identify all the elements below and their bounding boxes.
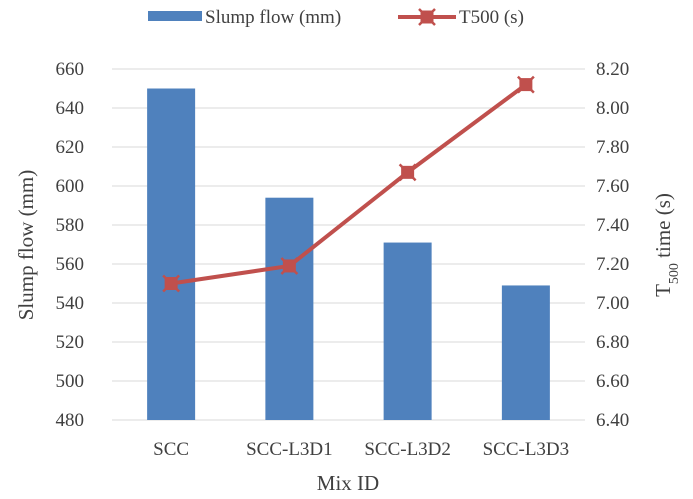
y2-axis-title: T500 time (s) xyxy=(651,193,682,297)
line-series-t500 xyxy=(162,75,535,293)
point-marker xyxy=(162,274,181,293)
bar xyxy=(147,88,196,420)
y-tick-label: 560 xyxy=(56,254,85,275)
legend-label-slump-flow: Slump flow (mm) xyxy=(205,7,341,28)
x-tick-label: SCC-L3D3 xyxy=(483,439,570,460)
left-axis-ticks: 480 500 520 540 560 580 600 620 640 660 xyxy=(56,59,85,431)
bar-series-slump-flow xyxy=(147,88,550,420)
y2-tick-label: 6.80 xyxy=(596,332,629,353)
right-axis-ticks: 6.40 6.60 6.80 7.00 7.20 7.40 7.60 7.80 8.00 8.20 xyxy=(596,59,629,431)
y-tick-label: 640 xyxy=(56,98,85,119)
x-tick-label: SCC-L3D2 xyxy=(364,439,451,460)
y-tick-label: 620 xyxy=(56,137,85,158)
y-tick-label: 540 xyxy=(56,293,85,314)
y2-tick-label: 7.40 xyxy=(596,215,629,236)
x-axis-ticks: SCC SCC-L3D1 SCC-L3D2 SCC-L3D3 xyxy=(153,439,569,460)
point-marker xyxy=(516,75,535,94)
x-tick-label: SCC xyxy=(153,439,189,460)
legend-point-marker xyxy=(418,8,436,26)
point-marker xyxy=(280,257,299,275)
bar xyxy=(501,285,550,420)
y2-tick-label: 8.00 xyxy=(596,98,629,119)
bar xyxy=(383,242,432,420)
y2-tick-label: 7.20 xyxy=(596,254,629,275)
y-tick-label: 520 xyxy=(56,332,85,353)
y2-tick-label: 6.40 xyxy=(596,410,629,431)
y2-tick-label: 6.60 xyxy=(596,371,629,392)
legend-swatch-slump-flow xyxy=(148,11,202,21)
legend-marker-t500 xyxy=(418,8,436,26)
y2-tick-label: 7.80 xyxy=(596,137,629,158)
legend: Slump flow (mm) T500 (s) xyxy=(148,7,524,28)
y2-tick-label: 8.20 xyxy=(596,59,629,80)
y-tick-label: 500 xyxy=(56,371,85,392)
y-tick-label: 660 xyxy=(56,59,85,80)
y-axis-title: Slump flow (mm) xyxy=(14,170,38,321)
point-marker xyxy=(398,163,417,182)
x-axis-title: Mix ID xyxy=(317,471,379,495)
y-tick-label: 580 xyxy=(56,215,85,236)
legend-label-t500: T500 (s) xyxy=(459,7,524,28)
y2-tick-label: 7.00 xyxy=(596,293,629,314)
bar xyxy=(265,197,314,420)
series-line xyxy=(170,82,528,286)
y-tick-label: 600 xyxy=(56,176,85,197)
x-tick-label: SCC-L3D1 xyxy=(246,439,333,460)
y2-tick-label: 7.60 xyxy=(596,176,629,197)
y-tick-label: 480 xyxy=(56,410,85,431)
